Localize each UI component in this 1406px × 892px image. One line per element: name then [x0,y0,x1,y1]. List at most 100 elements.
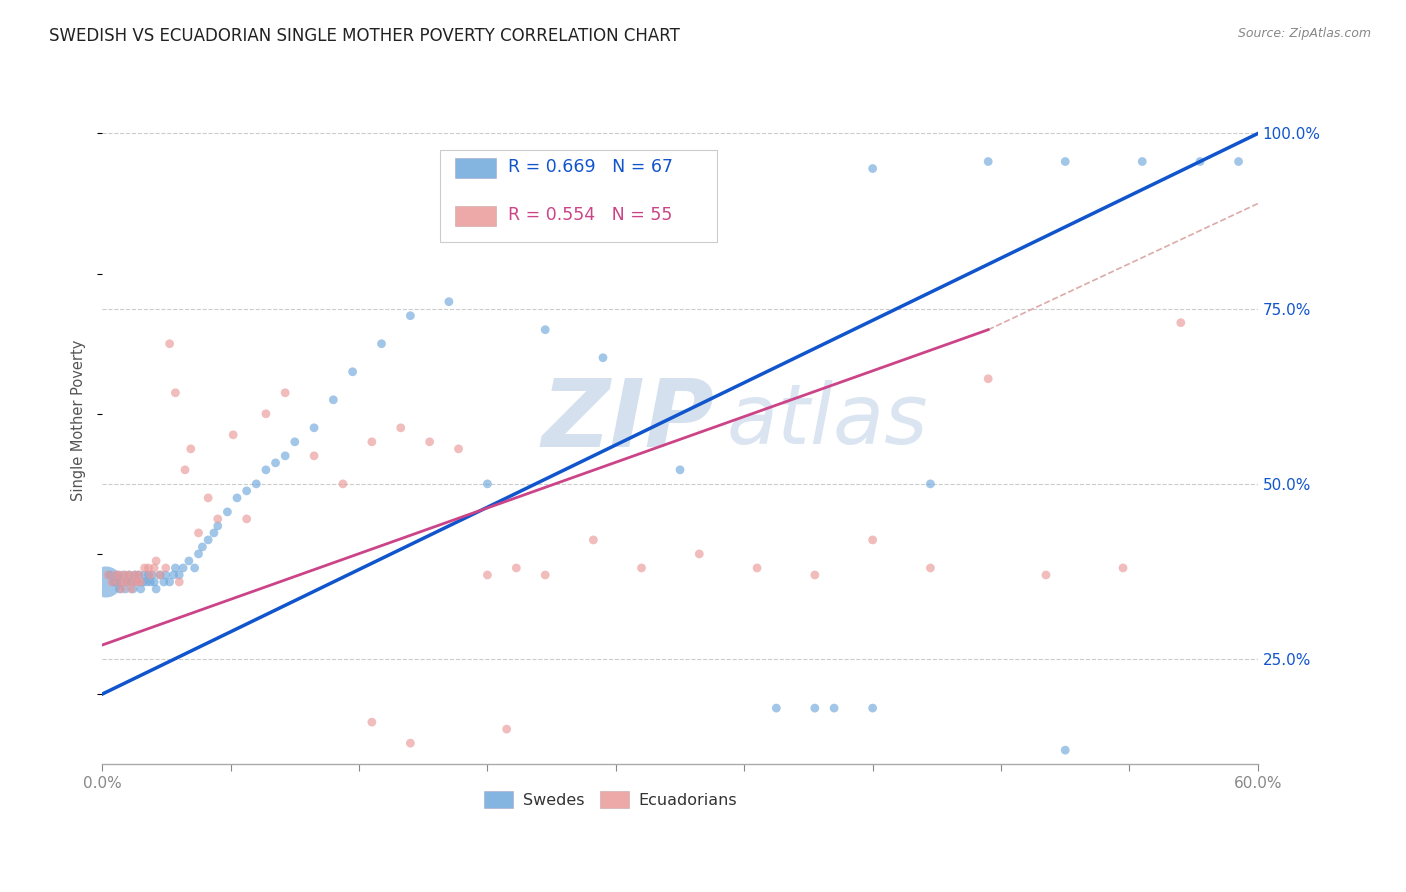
Point [1130,154,1153,169]
Point [688,547,710,561]
Point [135,574,157,589]
Point [274,385,297,400]
Point [235,512,257,526]
FancyBboxPatch shape [454,206,496,227]
Point [174,463,197,477]
Point [264,456,287,470]
Point [202,525,225,540]
Point [134,561,156,575]
Point [134,568,156,582]
Point [129,574,152,589]
Point [180,442,202,456]
Point [187,547,209,561]
Point [155,561,177,575]
Point [217,505,239,519]
Point [254,407,277,421]
Point [302,449,325,463]
Text: ZIP: ZIP [541,375,714,467]
Point [977,372,1000,386]
Point [138,568,160,582]
Point [110,582,132,596]
Point [177,554,200,568]
Point [159,336,181,351]
Point [804,568,827,582]
Point [117,574,139,589]
Point [120,574,142,589]
Point [107,574,129,589]
Point [131,574,153,589]
Point [920,476,942,491]
Point [183,561,205,575]
Point [582,533,605,547]
Point [977,154,1000,169]
Point [167,568,190,582]
Point [153,574,176,589]
Point [165,385,187,400]
Point [108,582,131,596]
Point [360,715,382,730]
Point [124,568,146,582]
Point [823,701,845,715]
Point [342,365,364,379]
Point [804,701,827,715]
Text: Source: ZipAtlas.com: Source: ZipAtlas.com [1237,27,1371,40]
Point [145,582,167,596]
Point [630,561,652,575]
Point [128,568,150,582]
Point [118,568,141,582]
Point [138,561,160,575]
Point [553,764,575,779]
Point [145,554,167,568]
Point [187,525,209,540]
Point [94,574,117,589]
Point [235,483,257,498]
Text: atlas: atlas [727,380,928,461]
Point [114,582,136,596]
Point [114,568,136,582]
Point [862,161,884,176]
Point [125,574,148,589]
Point [162,568,184,582]
Point [669,463,692,477]
Point [477,476,499,491]
Point [862,533,884,547]
Point [97,568,120,582]
Point [222,427,245,442]
Point [149,568,172,582]
Point [207,519,229,533]
Legend: Swedes, Ecuadorians: Swedes, Ecuadorians [478,784,744,814]
Point [1054,743,1077,757]
Point [112,568,135,582]
Point [322,392,344,407]
FancyBboxPatch shape [454,158,496,178]
Point [104,574,127,589]
Point [437,294,460,309]
Point [125,574,148,589]
Point [122,574,145,589]
Point [98,568,121,582]
Point [245,476,267,491]
Point [139,574,162,589]
Point [112,574,135,589]
Point [745,561,768,575]
Point [139,568,162,582]
Text: R = 0.554   N = 55: R = 0.554 N = 55 [508,206,672,225]
Point [862,701,884,715]
Point [360,434,382,449]
Point [765,701,787,715]
Point [104,568,127,582]
Point [108,568,131,582]
Point [302,421,325,435]
Point [274,449,297,463]
Point [197,533,219,547]
Text: SWEDISH VS ECUADORIAN SINGLE MOTHER POVERTY CORRELATION CHART: SWEDISH VS ECUADORIAN SINGLE MOTHER POVE… [49,27,681,45]
Point [534,323,557,337]
Point [399,309,422,323]
Point [477,568,499,582]
Point [1189,154,1212,169]
Point [165,561,187,575]
Text: R = 0.669   N = 67: R = 0.669 N = 67 [508,159,673,177]
Point [457,764,479,779]
Point [1035,568,1057,582]
Point [118,568,141,582]
